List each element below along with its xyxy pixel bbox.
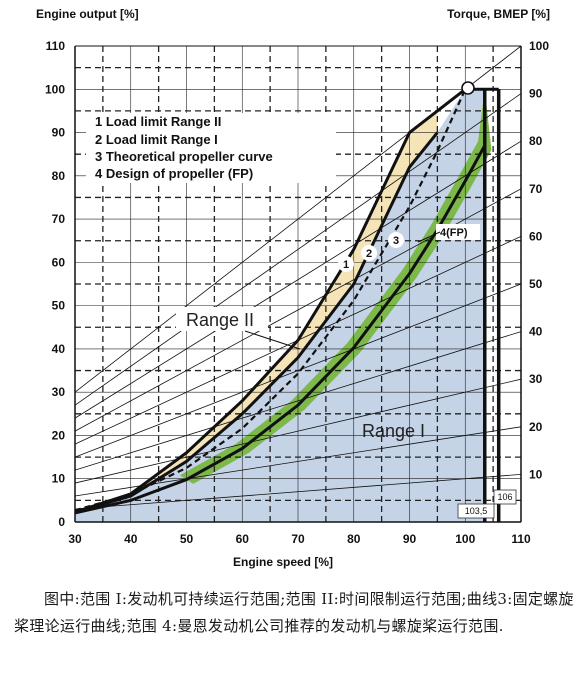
curve-3-label: 3 (393, 235, 399, 247)
x-tick-label: 50 (180, 532, 194, 546)
range-ii-top-edge (436, 88, 467, 113)
x-tick-label: 110 (511, 532, 531, 546)
legend-item-2: 2 Load limit Range I (95, 132, 218, 147)
torque-line-30 (74, 378, 522, 484)
curve-1-label: 1 (343, 259, 349, 271)
curve-4-propeller-fp (74, 144, 487, 515)
fp-pointer (417, 231, 441, 243)
range-ii-label: Range II (186, 310, 254, 330)
curve-1-load-limit-range-ii (74, 109, 439, 514)
legend-item-3: 3 Theoretical propeller curve (95, 149, 273, 164)
range-i-label: Range I (362, 421, 425, 441)
y-right-tick-label: 80 (529, 134, 543, 148)
y-left-tick-label: 100 (45, 82, 65, 96)
fp-label-bg (436, 224, 480, 240)
x-tick-label: 70 (291, 532, 305, 546)
curve-1-marker (338, 256, 354, 272)
curve-2-marker (361, 245, 377, 261)
y-left-tick-label: 40 (52, 342, 66, 356)
range-ii-pointer (244, 330, 301, 350)
curve-2-load-limit-range-i (74, 131, 439, 514)
y-right-tick-label: 50 (529, 277, 543, 291)
mcr-point-marker (461, 81, 475, 95)
y-left-tick-label: 20 (52, 428, 66, 442)
y-right-tick-label: 90 (529, 87, 543, 101)
torque-line-40 (74, 331, 522, 471)
y-right-tick-label: 60 (529, 229, 543, 243)
y-right-tick-label: 100 (529, 39, 549, 53)
range-i-area (75, 89, 485, 522)
y-left-tick-label: 10 (52, 472, 66, 486)
torque-line-80 (74, 140, 522, 419)
y-right-axis-title: Torque, BMEP [%] (447, 7, 550, 21)
y-right-tick-label: 70 (529, 182, 543, 196)
speed-limit-1035: 103,5 (465, 506, 488, 516)
speed-limit-106: 106 (497, 492, 512, 502)
range-ii-label-bg (176, 307, 268, 331)
y-left-axis-title: Engine output [%] (36, 7, 139, 21)
legend-item-1: 1 Load limit Range II (95, 114, 221, 129)
y-right-tick-label: 20 (529, 420, 543, 434)
y-left-tick-label: 50 (52, 299, 66, 313)
y-left-tick-label: 80 (52, 169, 66, 183)
x-tick-label: 80 (347, 532, 361, 546)
legend-background (86, 113, 336, 183)
x-tick-label: 40 (124, 532, 138, 546)
x-axis-title: Engine speed [%] (233, 555, 333, 569)
curve-2-label: 2 (366, 248, 372, 260)
x-tick-label: 90 (403, 532, 417, 546)
y-right-tick-label: 10 (529, 467, 543, 481)
engine-load-diagram: 30 40 50 60 70 80 90 100 11001020304050607080901… (36, 7, 550, 569)
y-left-tick-label: 110 (46, 39, 66, 53)
speed-limit-106-box (493, 489, 517, 505)
y-left-tick-label: 0 (58, 515, 65, 529)
torque-line-10 (74, 474, 522, 510)
curve-4-label: 4(FP) (440, 227, 468, 239)
torque-line-90 (74, 93, 522, 406)
x-tick-label: 60 (236, 532, 250, 546)
torque-line-50 (74, 283, 522, 458)
y-left-tick-label: 30 (52, 385, 66, 399)
legend-item-4: 4 Design of propeller (FP) (95, 166, 253, 181)
y-right-tick-label: 30 (529, 372, 543, 386)
figure-caption: 图中:范围 I:发动机可持续运行范围;范围 II:时间限制运行范围;曲线3:固定… (14, 590, 574, 635)
y-left-tick-label: 70 (52, 212, 66, 226)
y-left-tick-label: 60 (52, 255, 66, 269)
x-tick-label: 30 (68, 532, 82, 546)
y-left-tick-label: 90 (52, 126, 66, 140)
x-tick-label: 100 (455, 532, 475, 546)
speed-limit-1035-box (457, 503, 495, 519)
curve-3-marker (388, 232, 404, 248)
y-right-tick-label: 40 (529, 325, 543, 339)
